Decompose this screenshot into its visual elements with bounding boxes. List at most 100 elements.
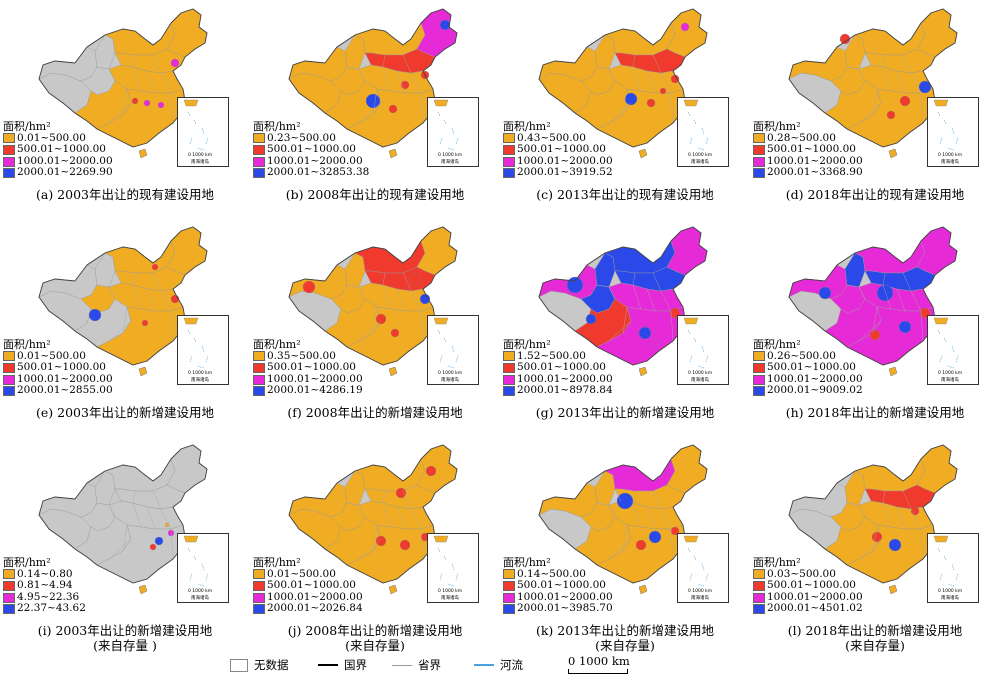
legend-swatch — [253, 362, 265, 373]
legend-item: 500.01~1000.00 — [3, 362, 113, 374]
provincial-border — [108, 320, 132, 342]
provincial-border — [132, 490, 136, 504]
legend-title: 面积/hm² — [503, 120, 551, 133]
legend-range-label: 1000.01~2000.00 — [517, 372, 613, 385]
inset-scale-label: 0 1000 km — [188, 370, 212, 376]
panel-caption: (j) 2008年出让的新增建设用地 (来自存量) — [250, 623, 500, 653]
south-china-sea-inset: 0 1000 km 南海诸岛 — [677, 315, 729, 385]
prefecture-patch — [566, 276, 584, 294]
inset-maritime-line — [437, 111, 441, 117]
provincial-border — [652, 490, 662, 510]
provincial-border — [152, 272, 162, 292]
hainan-island — [138, 148, 148, 159]
provincial-border — [622, 524, 628, 552]
provincial-border — [608, 538, 632, 560]
provincial-border — [96, 66, 116, 82]
prefecture-patch — [886, 110, 896, 120]
provincial-border — [420, 92, 424, 124]
inset-label: 南海诸岛 — [941, 158, 959, 165]
provincial-border — [646, 288, 656, 312]
national-border — [288, 8, 458, 148]
map-panel: 0 1000 km 南海诸岛 面积/hm² 0.35~500.00 500.01~100… — [250, 218, 500, 428]
river-line — [474, 664, 494, 666]
legend-item: 1000.01~2000.00 — [753, 373, 863, 386]
legend-swatch — [503, 133, 515, 144]
inset-maritime-line — [193, 119, 197, 125]
legend-item: 2000.01~4501.02 — [753, 603, 863, 615]
panel-caption: (e) 2003年出让的新增建设用地 — [0, 405, 250, 420]
provincial-border — [864, 52, 872, 66]
provincial-border — [596, 502, 616, 518]
china-choropleth-map — [538, 444, 708, 595]
inset-scale-label: 0 1000 km — [688, 370, 712, 376]
prefecture-patch — [888, 538, 902, 552]
panel-caption-line1: (f) 2008年出让的新增建设用地 — [287, 405, 463, 420]
inset-maritime-line — [947, 365, 955, 369]
prefecture-patch — [650, 338, 660, 348]
prefecture-patch — [425, 465, 437, 477]
inset-label: 南海诸岛 — [191, 158, 209, 165]
prefecture-patch — [624, 92, 638, 106]
prefecture-patch — [871, 531, 883, 543]
legend-range-label: 0.26~500.00 — [767, 349, 836, 362]
inset-maritime-line — [455, 355, 459, 363]
inset-scale-label: 0 1000 km — [688, 588, 712, 594]
legend-item: 2000.01~2026.84 — [253, 603, 363, 615]
legend-range-label: 0.01~500.00 — [17, 131, 86, 144]
inset-maritime-line — [189, 355, 193, 363]
panel-caption: (h) 2018年出让的新增建设用地 — [750, 405, 1000, 420]
provincial-border — [608, 102, 632, 124]
prefecture-patch — [616, 492, 634, 510]
legend-item: 1.52~500.00 — [503, 350, 613, 363]
inset-maritime-line — [697, 365, 705, 369]
inset-maritime-line — [693, 555, 697, 561]
panel-caption: (f) 2008年出让的新增建设用地 — [250, 405, 500, 420]
provincial-border — [402, 490, 412, 510]
legend-swatch — [3, 168, 15, 179]
panel-caption: (g) 2013年出让的新增建设用地 — [500, 405, 750, 420]
prefecture-patch — [439, 19, 451, 31]
national-border — [788, 8, 958, 148]
inset-label: 南海诸岛 — [441, 158, 459, 165]
provincial-border — [896, 70, 906, 94]
inset-maritime-line — [437, 547, 441, 553]
provincial-border — [846, 284, 866, 300]
legend-range-label: 0.14~500.00 — [517, 567, 586, 580]
national-border — [38, 226, 208, 366]
provincial-border — [160, 290, 172, 312]
national-border — [538, 444, 708, 584]
legend-swatch — [253, 351, 265, 362]
legend-range-label: 0.28~500.00 — [767, 131, 836, 144]
provincial-border — [346, 284, 366, 300]
inset-maritime-line — [443, 119, 447, 125]
hainan-island — [138, 584, 148, 595]
legend-swatch — [503, 592, 515, 603]
inset-scale-label: 0 1000 km — [188, 152, 212, 158]
provincial-border — [152, 54, 162, 74]
legend-swatch — [753, 362, 765, 373]
provincial-border — [660, 72, 672, 94]
provincial-border — [858, 102, 882, 124]
inset-label: 南海诸岛 — [191, 376, 209, 383]
provincial-border — [846, 502, 866, 518]
provincial-border — [882, 272, 886, 286]
prefecture-patch — [151, 263, 159, 271]
legend-item: 1000.01~2000.00 — [503, 372, 613, 386]
provincial-border — [160, 508, 172, 530]
legend-swatch — [753, 351, 765, 362]
legend-range-label: 2000.01~3985.70 — [517, 602, 613, 615]
prefecture-patch — [646, 98, 656, 108]
prefecture-patch — [659, 87, 667, 95]
inset-coast — [433, 99, 449, 107]
south-china-sea-inset: 0 1000 km 南海诸岛 — [927, 533, 979, 603]
prefecture-patch — [395, 487, 407, 499]
legend-item: 22.37~43.62 — [3, 603, 86, 615]
provincial-border — [346, 66, 366, 82]
inset-maritime-line — [205, 573, 209, 581]
provincial-border — [382, 502, 392, 528]
legend-swatch — [503, 386, 515, 397]
legend-swatch — [3, 351, 15, 362]
provincial-border — [614, 488, 622, 502]
map-legend: 面积/hm² 0.03~500.00 500.01~1000.00 1000.01~2… — [753, 557, 863, 615]
provincial-border — [160, 72, 172, 94]
